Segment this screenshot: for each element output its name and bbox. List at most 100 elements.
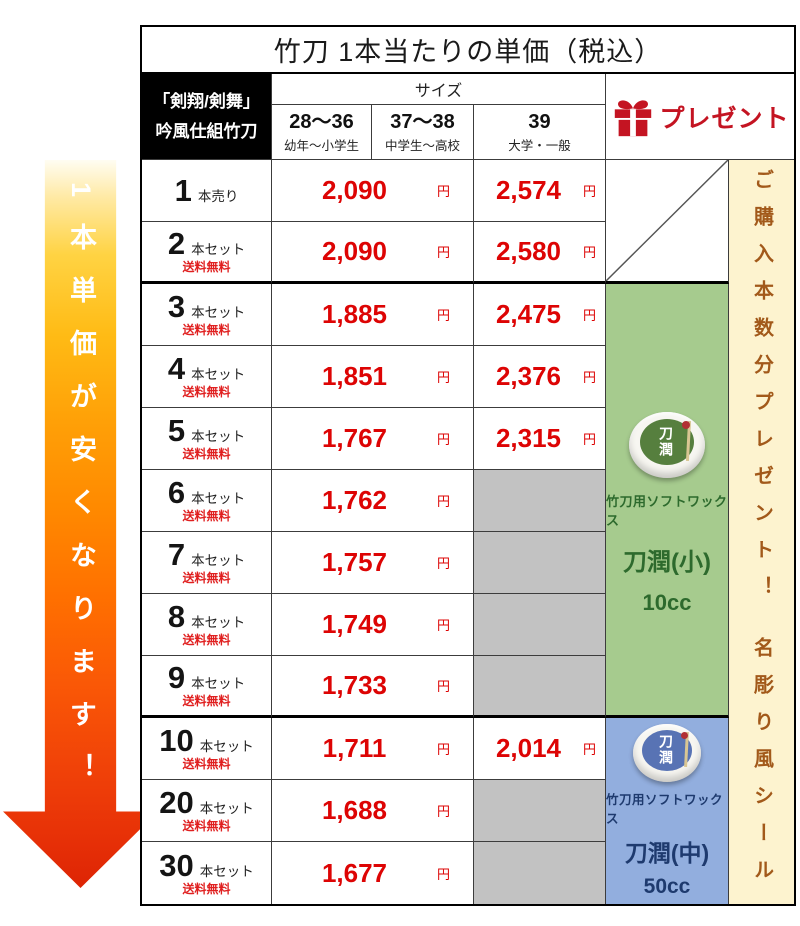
- size-col-39: 39 大学・一般: [474, 105, 606, 160]
- qty-suffix: 本セット: [199, 739, 254, 754]
- qty-label-30: 30 本セット 送料無料: [142, 842, 272, 904]
- price-28-38-row20: 1,688 円: [272, 780, 474, 842]
- qty-suffix: 本セット: [191, 242, 246, 257]
- price-value: 1,757: [321, 547, 388, 577]
- price-39-row3: 2,475 円: [474, 284, 606, 346]
- qty-label-6: 6 本セット 送料無料: [142, 470, 272, 532]
- qty-label-20: 20 本セット 送料無料: [142, 780, 272, 842]
- size-col-37-38: 37〜38 中学生〜高校: [372, 105, 474, 160]
- price-value: 2,574: [495, 175, 562, 205]
- qty-number: 8: [167, 599, 186, 634]
- price-28-38-row7: 1,757 円: [272, 532, 474, 594]
- tin-text: 刀潤: [658, 734, 674, 766]
- size-range: 39: [528, 110, 551, 133]
- size-audience: 大学・一般: [508, 138, 571, 153]
- qty-label-10: 10 本セット 送料無料: [142, 718, 272, 780]
- price-39-row7-empty: [474, 532, 606, 594]
- price-value: 1,749: [321, 609, 388, 639]
- qty-suffix: 本セット: [199, 801, 254, 816]
- price-table: 竹刀 1本当たりの単価（税込） 「剣翔/剣舞」 吟風仕組竹刀 サイズ プレゼント…: [140, 25, 796, 906]
- yen-label: 円: [437, 308, 451, 323]
- qty-number: 4: [167, 351, 186, 386]
- yen-label: 円: [437, 556, 451, 571]
- yen-label: 円: [583, 432, 597, 447]
- price-value: 2,315: [495, 423, 562, 453]
- qty-suffix: 本セット: [191, 491, 246, 506]
- yen-label: 円: [437, 804, 451, 819]
- free-shipping-label: 送料無料: [182, 385, 231, 399]
- yen-label: 円: [583, 184, 597, 199]
- gift-note-line1: ご購入本数分プレゼント！: [750, 168, 773, 613]
- price-value: 2,014: [495, 733, 562, 763]
- yen-label: 円: [437, 370, 451, 385]
- price-39-row8-empty: [474, 594, 606, 656]
- yen-label: 円: [437, 618, 451, 633]
- free-shipping-label: 送料無料: [182, 509, 231, 523]
- product-name-line2: 吟風仕組竹刀: [155, 121, 258, 141]
- qty-label-5: 5 本セット 送料無料: [142, 408, 272, 470]
- qty-number: 1: [174, 173, 192, 208]
- gift-wax-small-cell: 刀潤 竹刀用ソフトワックス 刀潤(小) 10cc: [606, 284, 729, 718]
- gift-volume: 10cc: [642, 590, 692, 615]
- qty-label-3: 3 本セット 送料無料: [142, 284, 272, 346]
- free-shipping-label: 送料無料: [182, 819, 231, 833]
- price-39-row9-empty: [474, 656, 606, 718]
- price-value: 1,885: [321, 299, 388, 329]
- yen-label: 円: [437, 679, 451, 694]
- wax-type-label: 竹刀用ソフトワックス: [606, 494, 728, 528]
- price-39-row20-empty: [474, 780, 606, 842]
- gift-icon: [615, 99, 652, 136]
- gift-volume: 50cc: [643, 874, 691, 898]
- price-value: 2,090: [321, 236, 388, 266]
- free-shipping-label: 送料無料: [182, 571, 231, 585]
- arrow-banner-text: 1本単価が安くなります！: [66, 182, 96, 807]
- qty-number: 5: [167, 413, 186, 448]
- free-shipping-label: 送料無料: [182, 447, 231, 461]
- gift-wax-medium-cell: 刀潤 竹刀用ソフトワックス 刀潤(中) 50cc: [606, 718, 729, 904]
- gift-name: 刀潤(小): [623, 549, 711, 576]
- present-header: プレゼント: [606, 74, 794, 160]
- page-title: 竹刀 1本当たりの単価（税込）: [142, 27, 794, 74]
- tin-text: 刀潤: [658, 426, 674, 458]
- qty-label-9: 9 本セット 送料無料: [142, 656, 272, 718]
- price-value: 1,767: [321, 423, 388, 453]
- yen-label: 円: [437, 184, 451, 199]
- qty-number: 3: [167, 289, 186, 324]
- price-28-38-row2: 2,090 円: [272, 222, 474, 284]
- size-range: 37〜38: [390, 110, 455, 133]
- free-shipping-label: 送料無料: [182, 323, 231, 337]
- qty-number: 2: [167, 226, 186, 261]
- yen-label: 円: [437, 742, 451, 757]
- price-39-row2: 2,580 円: [474, 222, 606, 284]
- free-shipping-label: 送料無料: [182, 633, 231, 647]
- price-28-38-row1: 2,090 円: [272, 160, 474, 222]
- free-shipping-label: 送料無料: [182, 260, 231, 274]
- price-28-38-row3: 1,885 円: [272, 284, 474, 346]
- price-value: 1,688: [321, 795, 388, 825]
- price-value: 1,711: [322, 733, 387, 763]
- price-39-row30-empty: [474, 842, 606, 904]
- price-value: 2,376: [495, 361, 562, 391]
- price-value: 2,580: [495, 236, 562, 266]
- price-28-38-row6: 1,762 円: [272, 470, 474, 532]
- price-39-row10: 2,014 円: [474, 718, 606, 780]
- qty-suffix: 本セット: [191, 367, 246, 382]
- qty-label-8: 8 本セット 送料無料: [142, 594, 272, 656]
- price-28-38-row8: 1,749 円: [272, 594, 474, 656]
- size-group-header: サイズ: [272, 74, 606, 105]
- price-value: 1,851: [321, 361, 388, 391]
- yen-label: 円: [583, 742, 597, 757]
- free-shipping-label: 送料無料: [182, 881, 231, 896]
- free-shipping-label: 送料無料: [182, 694, 231, 708]
- qty-number: 20: [159, 785, 194, 820]
- gift-note-column: ご購入本数分プレゼント！ 名彫り風シール: [729, 160, 794, 904]
- qty-label-2: 2 本セット 送料無料: [142, 222, 272, 284]
- product-name-header: 「剣翔/剣舞」 吟風仕組竹刀: [142, 74, 272, 160]
- no-gift-diagonal-cell: [606, 160, 729, 284]
- size-audience: 幼年〜小学生: [283, 138, 359, 153]
- price-value: 1,733: [321, 670, 388, 700]
- price-value: 1,762: [321, 485, 388, 515]
- price-28-38-row9: 1,733 円: [272, 656, 474, 718]
- price-39-row1: 2,574 円: [474, 160, 606, 222]
